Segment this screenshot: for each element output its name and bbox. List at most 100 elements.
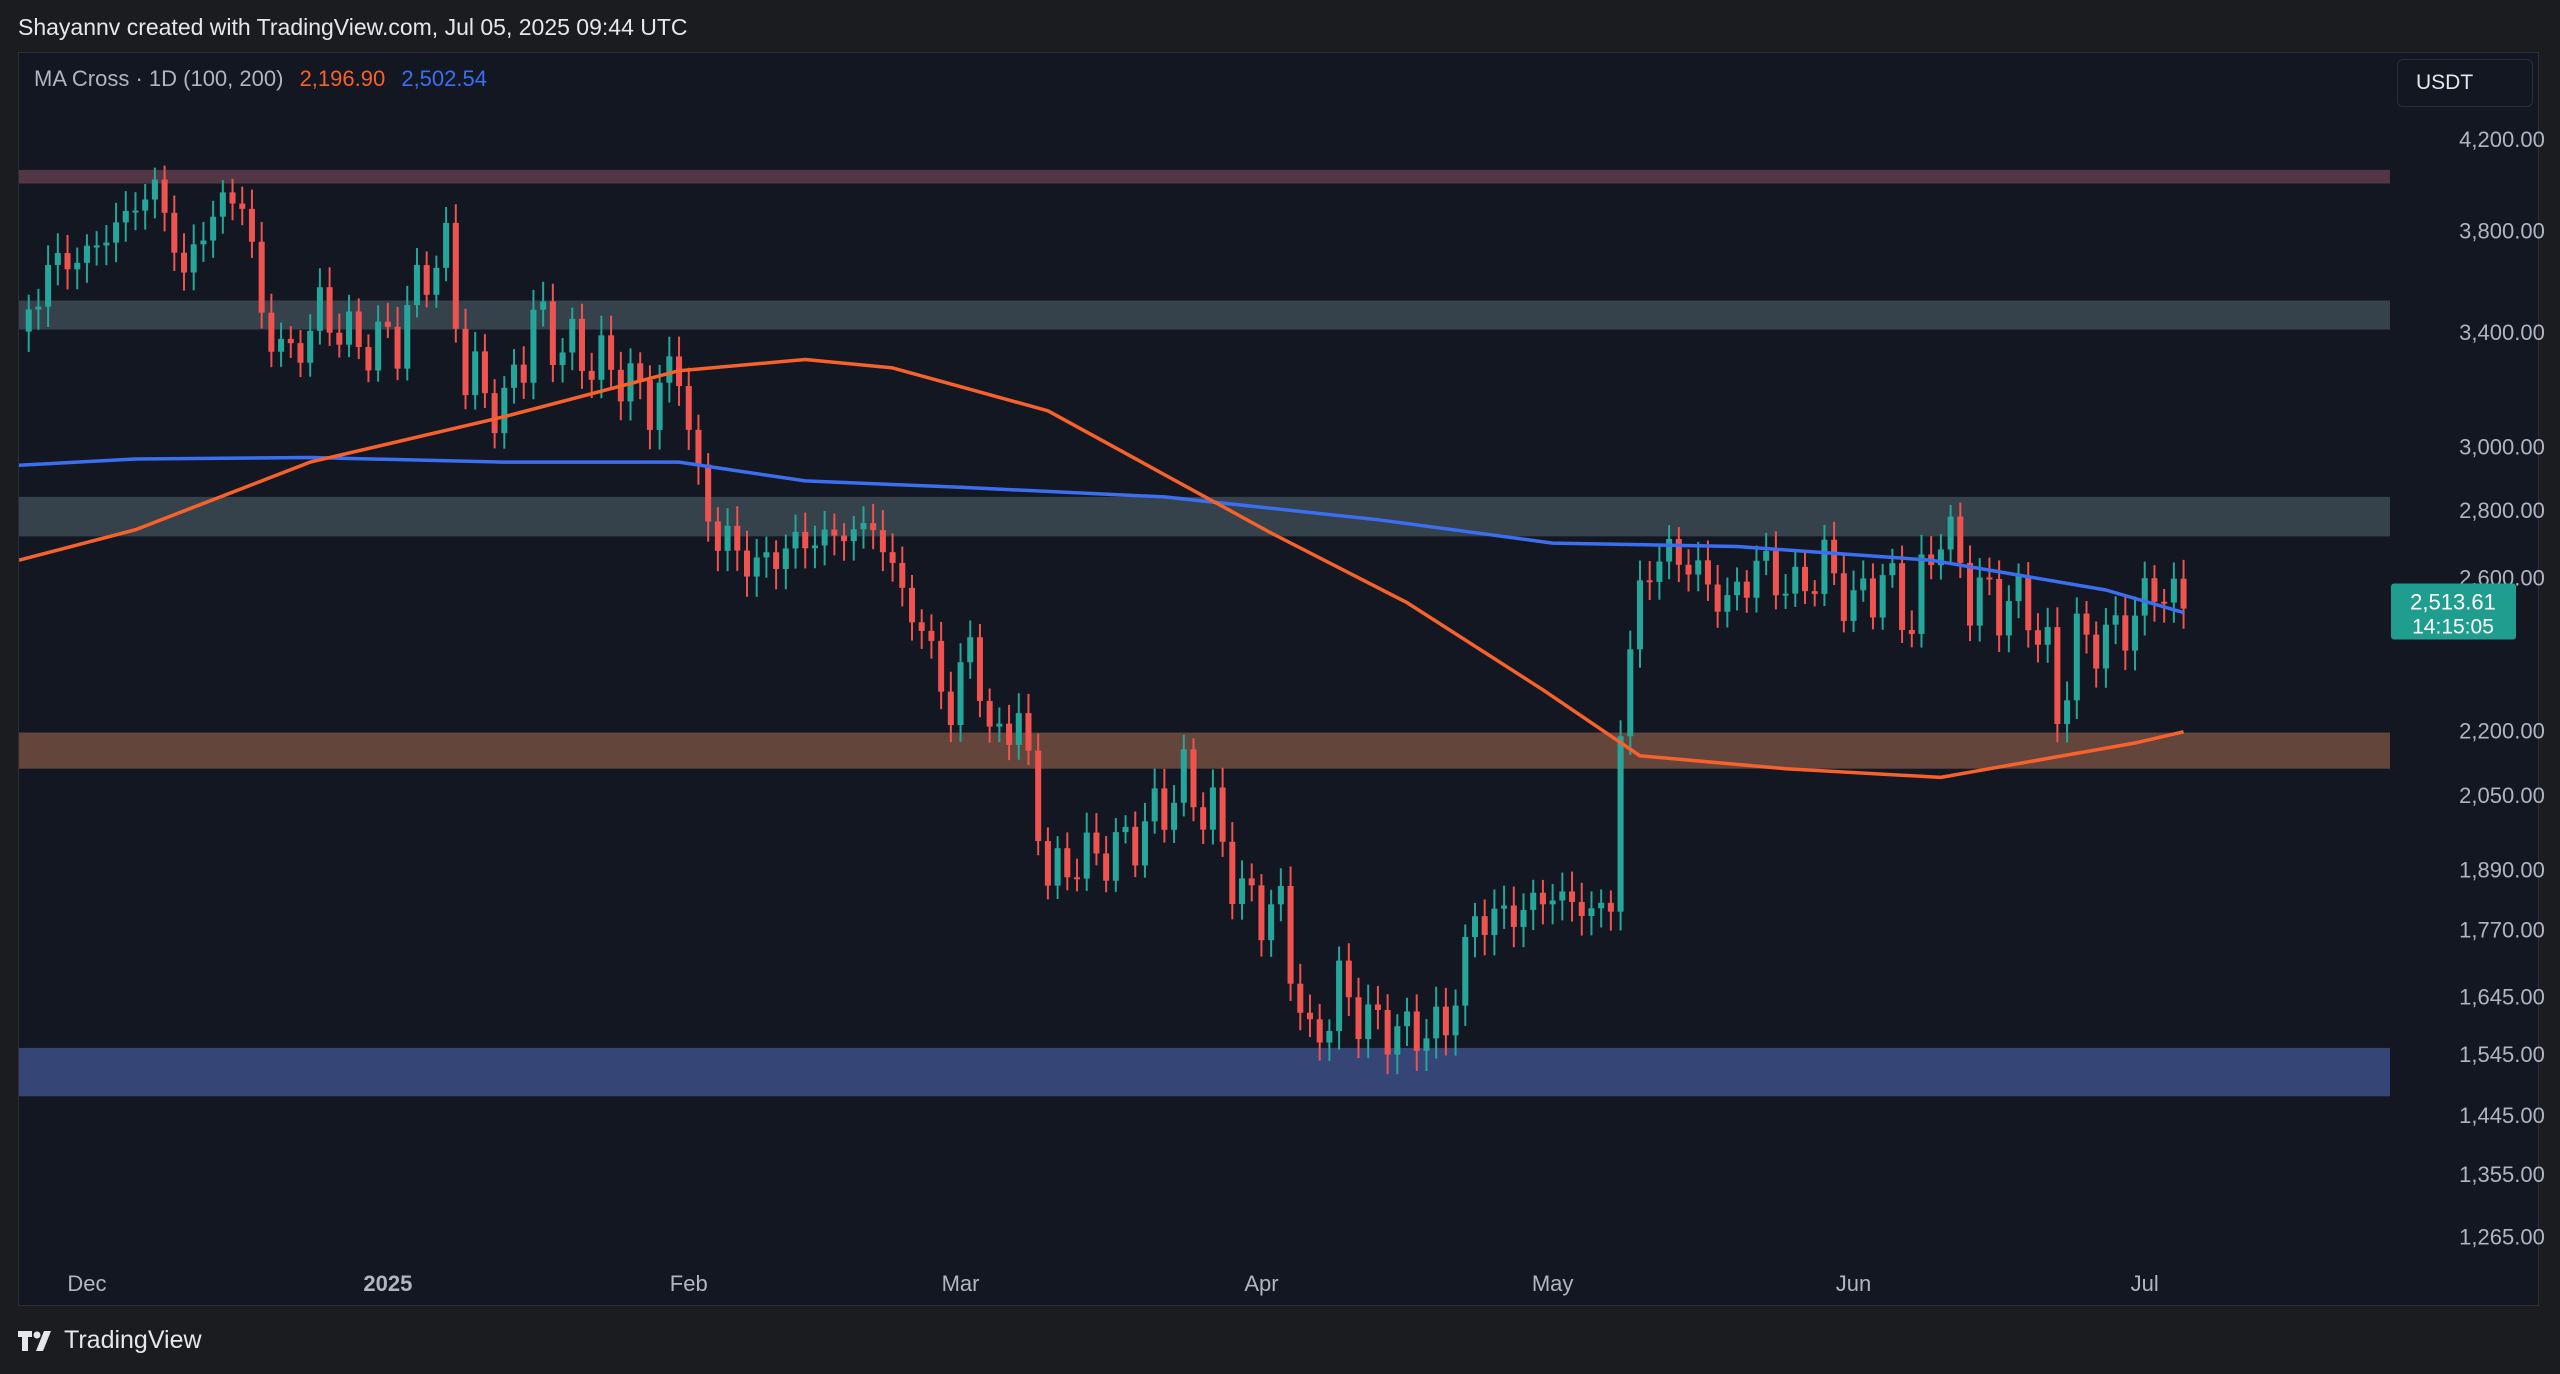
candle-down — [1093, 832, 1100, 854]
candle-down — [608, 335, 615, 370]
indicator-legend[interactable]: MA Cross · 1D (100, 200) 2,196.90 2,502.… — [34, 66, 487, 92]
candle-down — [1287, 886, 1294, 984]
candle-down — [1578, 901, 1585, 917]
candle-down — [1103, 853, 1110, 881]
candle-up — [1976, 577, 1983, 626]
candle-up — [200, 240, 207, 245]
candle-down — [841, 535, 848, 542]
plot-area[interactable] — [19, 165, 2392, 1097]
candle-up — [1918, 554, 1925, 634]
candle-down — [1899, 563, 1906, 630]
candle-up — [1666, 539, 1673, 562]
candle-up — [1112, 832, 1119, 881]
candle-down — [1840, 573, 1847, 621]
candle-up — [1083, 832, 1090, 879]
candle-up — [132, 210, 139, 213]
candle-up — [45, 265, 52, 307]
candle-up — [501, 387, 508, 434]
candle-down — [1811, 591, 1818, 594]
candle-up — [1559, 891, 1566, 901]
candle-down — [1248, 878, 1255, 886]
candle-down — [588, 370, 595, 380]
sr-zone-4 — [19, 1047, 2390, 1097]
candle-up — [113, 222, 120, 243]
candle-down — [1161, 788, 1168, 830]
candle-down — [2151, 578, 2158, 602]
candle-down — [520, 364, 527, 383]
tradingview-logo-icon — [18, 1330, 51, 1351]
candle-down — [685, 386, 692, 430]
currency-selector[interactable]: USDT — [2397, 59, 2533, 107]
y-tick-label: 1,265.00 — [2459, 1225, 2545, 1250]
candle-up — [666, 356, 673, 383]
candle-down — [64, 253, 71, 270]
candle-up — [1209, 787, 1216, 830]
candle-down — [1297, 983, 1304, 1013]
candle-up — [811, 545, 818, 549]
candle-up — [2015, 575, 2022, 602]
candle-up — [93, 245, 100, 248]
candle-down — [1986, 577, 1993, 580]
candle-up — [598, 335, 605, 380]
candle-down — [986, 700, 993, 727]
candle-down — [1229, 841, 1236, 904]
candle-up — [1054, 848, 1061, 886]
candle-up — [1326, 1030, 1333, 1043]
candle-down — [947, 691, 954, 726]
chart-panel[interactable] — [18, 52, 2539, 1306]
candle-down — [908, 587, 916, 623]
candle-down — [181, 252, 188, 273]
y-tick-label: 1,355.00 — [2459, 1162, 2545, 1187]
candle-up — [25, 309, 32, 332]
x-tick-label: Apr — [1244, 1271, 1278, 1296]
candle-down — [637, 363, 644, 381]
candle-down — [384, 321, 391, 327]
candle-up — [2044, 627, 2051, 645]
candle-up — [1617, 736, 1624, 912]
candle-down — [1200, 807, 1207, 830]
candle-up — [1860, 578, 1867, 591]
candle-up — [967, 637, 974, 663]
candle-up — [1365, 1004, 1372, 1040]
candle-up — [1462, 937, 1469, 1006]
candle-down — [1539, 892, 1546, 905]
y-tick-label: 1,445.00 — [2459, 1103, 2545, 1128]
tradingview-footer[interactable]: TradingView — [18, 1326, 202, 1355]
candle-up — [1171, 802, 1178, 830]
candle-up — [83, 245, 90, 263]
ma200-value: 2,502.54 — [401, 66, 487, 91]
y-tick-label: 4,200.00 — [2459, 127, 2545, 152]
candle-up — [74, 262, 81, 270]
x-tick-label: Feb — [670, 1271, 708, 1296]
candle-up — [850, 529, 857, 542]
candle-down — [976, 637, 983, 701]
candle-up — [1656, 561, 1663, 582]
candle-down — [248, 208, 255, 242]
candle-up — [1239, 878, 1246, 904]
candle-up — [1404, 1011, 1411, 1027]
candle-down — [2054, 627, 2061, 725]
candle-down — [258, 241, 265, 313]
candle-up — [2102, 624, 2109, 669]
candle-down — [452, 222, 459, 329]
candle-down — [239, 203, 246, 209]
y-tick-label: 1,890.00 — [2459, 857, 2545, 882]
candle-up — [2132, 615, 2139, 651]
candle-down — [1743, 581, 1750, 598]
candle-down — [1345, 960, 1352, 998]
current-price-label — [2391, 583, 2516, 640]
candle-down — [1714, 584, 1721, 612]
candle-up — [860, 523, 867, 530]
x-tick-label: Mar — [942, 1271, 980, 1296]
candle-up — [1889, 563, 1896, 576]
current-price-value: 2,513.61 — [2410, 590, 2496, 615]
candle-down — [1675, 539, 1682, 565]
candle-up — [559, 352, 566, 366]
candle-down — [423, 265, 430, 295]
candle-up — [1879, 575, 1886, 618]
candle-up — [210, 216, 217, 241]
x-tick-label: Jun — [1836, 1271, 1871, 1296]
candle-up — [1850, 590, 1857, 621]
candle-down — [1646, 580, 1653, 583]
